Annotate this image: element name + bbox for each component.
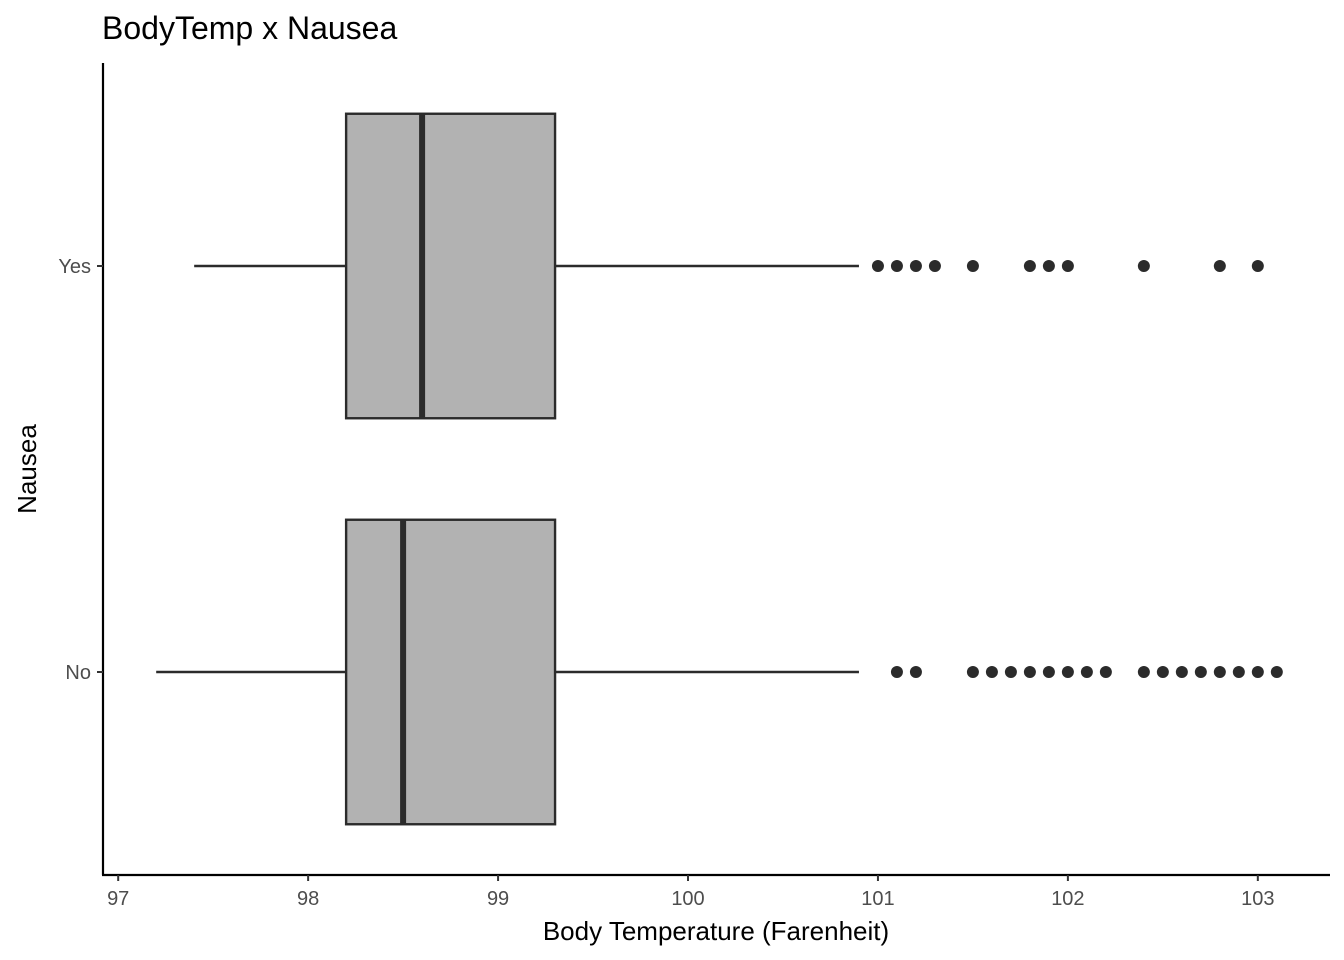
- outlier-point-no: [985, 666, 998, 678]
- outlier-point-yes: [871, 260, 884, 272]
- box-group-no: [156, 518, 1283, 826]
- x-tick-label: 97: [107, 888, 129, 910]
- outlier-point-no: [1251, 666, 1264, 678]
- outlier-point-no: [1232, 666, 1245, 678]
- outlier-point-no: [1061, 666, 1074, 678]
- x-tick-label: 100: [671, 888, 704, 910]
- outlier-point-no: [909, 666, 922, 678]
- outlier-point-yes: [1137, 260, 1150, 272]
- outlier-point-no: [1080, 666, 1093, 678]
- x-tick-label: 98: [297, 888, 319, 910]
- y-tick-label: Yes: [58, 256, 91, 278]
- x-tick-label: 103: [1241, 888, 1274, 910]
- outlier-point-no: [890, 666, 903, 678]
- outlier-point-yes: [966, 260, 979, 272]
- outlier-point-yes: [1251, 260, 1264, 272]
- box-no: [344, 518, 557, 826]
- plot-area: [156, 112, 1283, 826]
- x-axis-title: Body Temperature (Farenheit): [543, 916, 889, 946]
- outlier-point-no: [1194, 666, 1207, 678]
- outlier-point-no: [966, 666, 979, 678]
- x-axis-ticks: 97 98 99 100 101 102 103: [107, 875, 1275, 910]
- outlier-point-yes: [890, 260, 903, 272]
- outlier-point-no: [1156, 666, 1169, 678]
- outlier-point-no: [1099, 666, 1112, 678]
- x-tick-label: 99: [487, 888, 509, 910]
- y-axis-ticks: No Yes: [58, 256, 103, 684]
- y-tick-label: No: [65, 662, 91, 684]
- outlier-point-no: [1213, 666, 1226, 678]
- y-axis-title: Nausea: [12, 424, 42, 514]
- x-tick-label: 102: [1051, 888, 1084, 910]
- box-group-yes: [194, 112, 1264, 420]
- outlier-point-yes: [1042, 260, 1055, 272]
- outlier-point-no: [1270, 666, 1283, 678]
- outlier-point-no: [1175, 666, 1188, 678]
- chart-title: BodyTemp x Nausea: [102, 10, 397, 46]
- outlier-point-yes: [1023, 260, 1036, 272]
- outlier-point-no: [1023, 666, 1036, 678]
- x-tick-label: 101: [861, 888, 894, 910]
- outlier-point-no: [1137, 666, 1150, 678]
- outlier-point-yes: [928, 260, 941, 272]
- outlier-point-no: [1004, 666, 1017, 678]
- box-yes: [344, 112, 557, 420]
- outlier-point-yes: [909, 260, 922, 272]
- outlier-point-yes: [1061, 260, 1074, 272]
- outlier-point-yes: [1213, 260, 1226, 272]
- outlier-point-no: [1042, 666, 1055, 678]
